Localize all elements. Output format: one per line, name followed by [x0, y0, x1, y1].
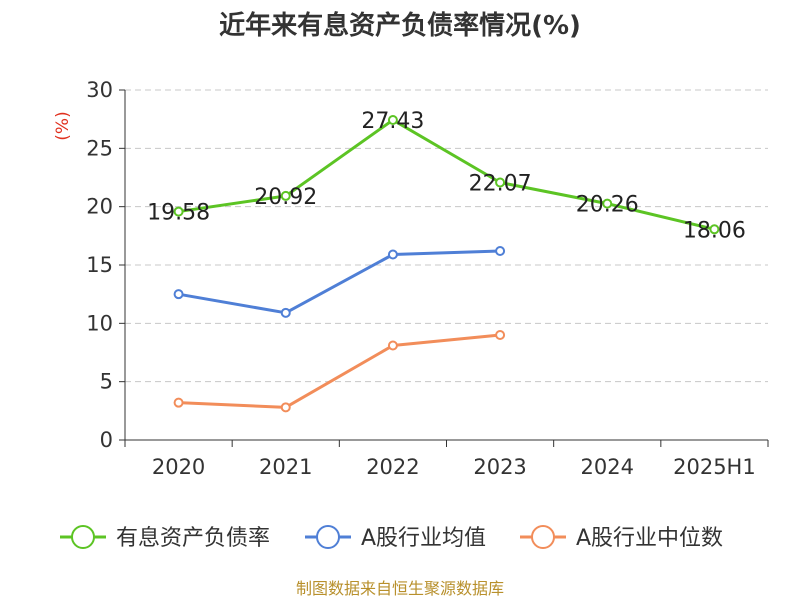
- legend-marker: [71, 525, 95, 549]
- data-point[interactable]: [280, 307, 291, 318]
- data-point[interactable]: [173, 206, 184, 217]
- data-label: 20.92: [254, 185, 317, 210]
- data-point[interactable]: [173, 397, 184, 408]
- data-point[interactable]: [709, 224, 720, 235]
- data-label: 19.58: [147, 201, 210, 226]
- x-tick-label: 2023: [473, 455, 526, 479]
- source-note: 制图数据来自恒生聚源数据库: [296, 579, 504, 598]
- data-point[interactable]: [495, 177, 506, 188]
- data-point[interactable]: [280, 402, 291, 413]
- chart-title: 近年来有息资产负债率情况(%): [219, 10, 581, 41]
- series-line: [178, 333, 501, 409]
- series-1: [173, 246, 506, 318]
- axes: 0 5 10 15 20 25 30 2020 2021 2022 2023 2024 2025H1: [86, 78, 769, 479]
- data-label: 22.07: [469, 172, 532, 197]
- data-label: 20.26: [576, 193, 639, 218]
- series-0: [173, 114, 720, 235]
- data-point[interactable]: [387, 249, 398, 260]
- y-tick-label: 25: [86, 136, 113, 160]
- data-point[interactable]: [280, 190, 291, 201]
- data-point[interactable]: [495, 330, 506, 340]
- y-tick-label: 20: [86, 195, 113, 219]
- legend-marker: [531, 525, 555, 549]
- data-labels: 19.58 20.92 27.43 22.07 20.26 18.06: [147, 109, 746, 243]
- legend-item-1[interactable]: A股行业均值: [305, 525, 486, 551]
- y-tick-label: 15: [86, 253, 113, 277]
- x-tick-label: 2020: [152, 455, 205, 479]
- data-point[interactable]: [387, 114, 398, 125]
- data-label: 18.06: [683, 218, 746, 243]
- data-point[interactable]: [173, 289, 184, 300]
- data-point[interactable]: [387, 340, 398, 351]
- series-line: [178, 118, 715, 231]
- x-tick-label: 2024: [581, 455, 634, 479]
- x-tick-label: 2022: [366, 455, 419, 479]
- plot-area: [173, 114, 720, 413]
- y-tick-label: 5: [100, 370, 113, 394]
- series-2: [173, 330, 506, 413]
- data-label: 27.43: [361, 109, 424, 134]
- legend-label: 有息资产负债率: [116, 526, 270, 551]
- legend-marker: [316, 525, 340, 549]
- series-line: [178, 249, 501, 315]
- y-axis-label: (%): [53, 111, 73, 140]
- y-tick-label: 0: [100, 428, 113, 452]
- legend-label: A股行业中位数: [576, 526, 723, 551]
- legend-label: A股行业均值: [361, 526, 486, 551]
- x-tick-label: 2025H1: [673, 455, 756, 479]
- legend-item-2[interactable]: A股行业中位数: [520, 525, 723, 551]
- legend-item-0[interactable]: 有息资产负债率: [60, 525, 270, 551]
- x-tick-label: 2021: [259, 455, 312, 479]
- legend[interactable]: 有息资产负债率 A股行业均值 A股行业中位数: [60, 525, 723, 551]
- grid: [125, 89, 768, 383]
- y-tick-label: 10: [86, 311, 113, 335]
- data-point[interactable]: [495, 246, 506, 256]
- data-point[interactable]: [602, 198, 613, 209]
- y-tick-label: 30: [86, 78, 113, 102]
